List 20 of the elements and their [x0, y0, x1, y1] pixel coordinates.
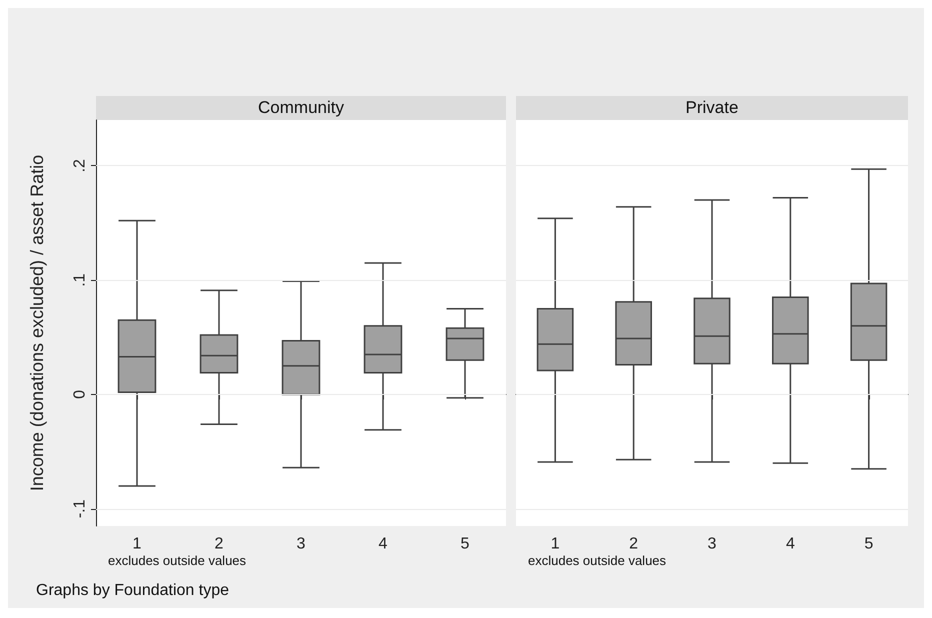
text: excludes outside values	[528, 553, 666, 568]
x-tick-label: 5	[864, 536, 874, 552]
x-tick-label: 1	[550, 536, 560, 552]
x-tick-label: 3	[708, 536, 717, 552]
y-tick-label: .1	[72, 273, 88, 287]
y-tick-label: -.1	[72, 499, 88, 518]
x-tick-label: 1	[132, 536, 142, 552]
x-tick-label: 5	[460, 536, 470, 552]
x-tick-label: 2	[214, 536, 224, 552]
text: Graphs by Foundation type	[36, 582, 230, 600]
chart-title: Community	[96, 96, 506, 120]
x-tick-label: 2	[629, 536, 638, 552]
text: excludes outside values	[108, 553, 246, 568]
x-tick-label: 3	[296, 536, 306, 552]
chart-title: Private	[516, 96, 908, 120]
y-tick-label: .2	[72, 158, 88, 172]
y-axis-title: Income (donations excluded) / asset Ratio	[27, 154, 47, 492]
x-tick-label: 4	[786, 536, 795, 552]
y-tick-label: 0	[72, 390, 88, 399]
x-tick-label: 4	[378, 536, 388, 552]
